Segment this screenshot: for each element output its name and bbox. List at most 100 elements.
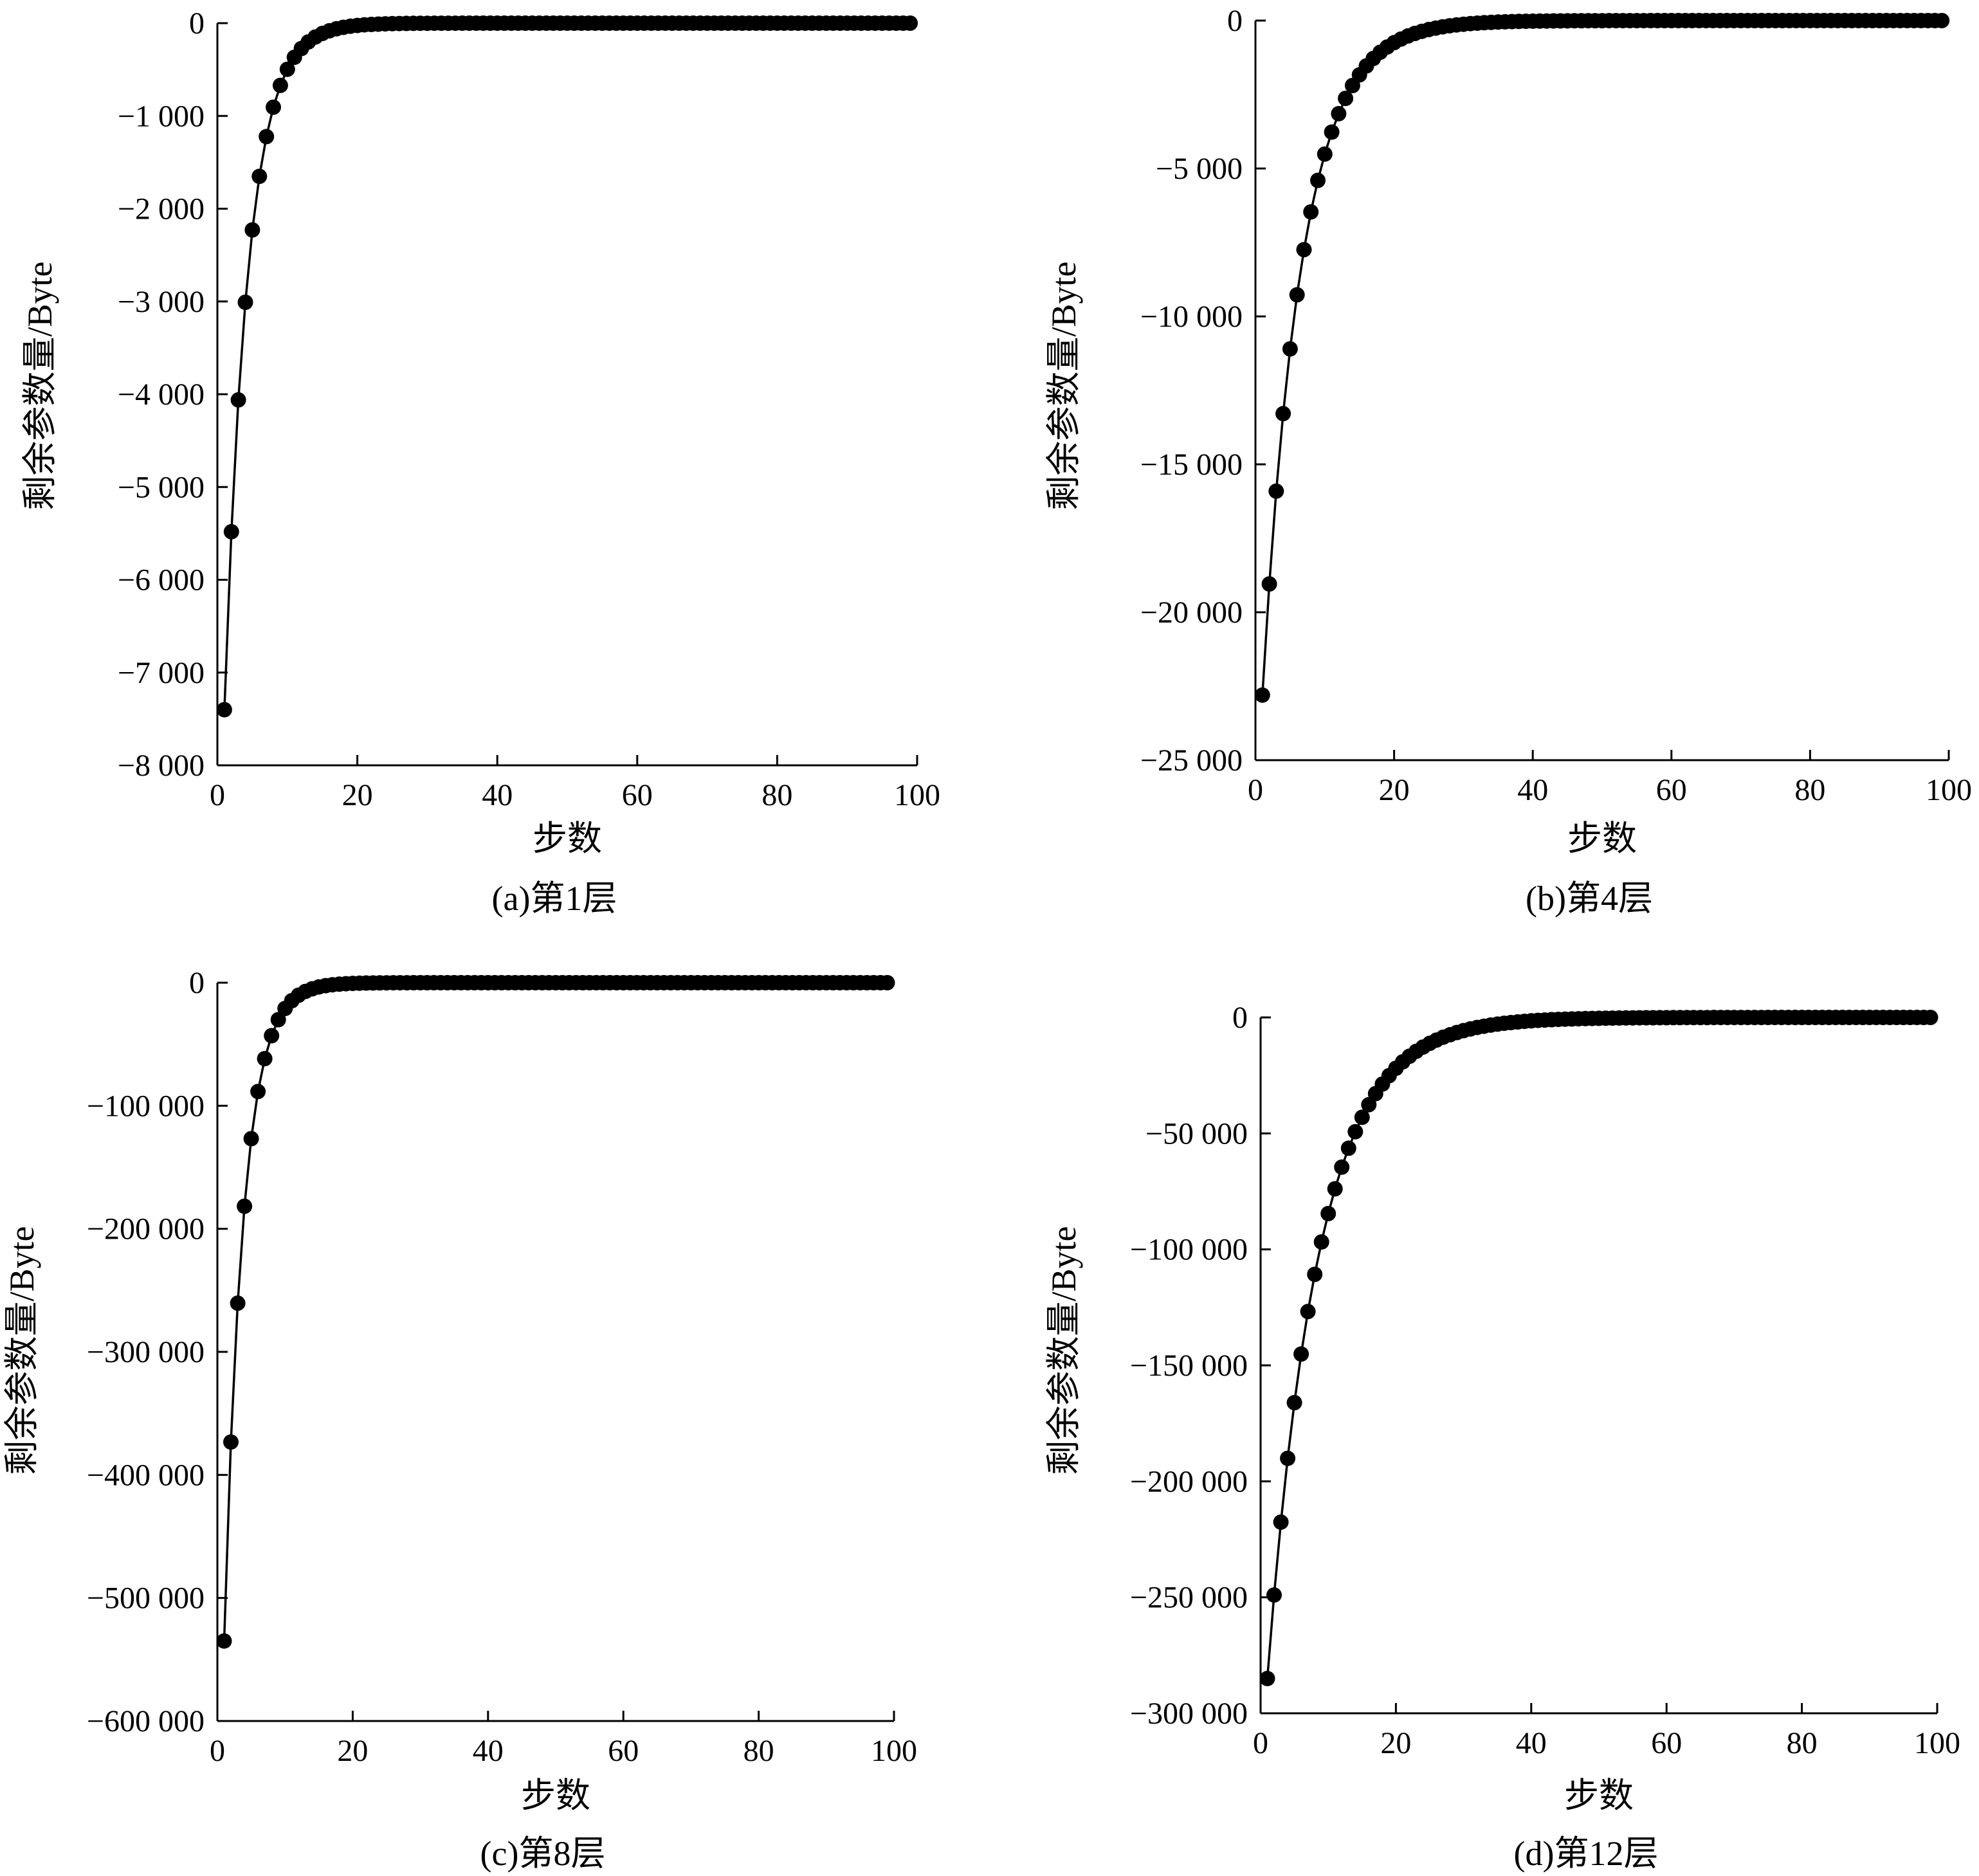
chart-a-x-tick-label: 80 — [762, 778, 792, 812]
chart-c-data-point — [270, 1012, 286, 1028]
chart-a-data-point — [272, 77, 288, 93]
chart-d-data-point — [1354, 1109, 1370, 1125]
chart-a-data-point — [266, 99, 281, 115]
chart-d: 0 −50 000 −100 000 −150 000 −200 000 −250 000… — [1044, 1001, 1960, 1873]
chart-b-x-tick-label: 20 — [1379, 773, 1410, 807]
chart-d-y-tick-label: −300 000 — [1130, 1697, 1248, 1731]
chart-c-data-point — [223, 1434, 239, 1450]
chart-a-y-axis-title: 剩余参数量/Byte — [21, 262, 59, 511]
chart-c-x-tick-label: 20 — [337, 1734, 368, 1768]
chart-a: 0 −1 000 −2 000 −3 000 −4 000 −5 000 −6 000 −7 … — [21, 6, 940, 918]
chart-d-data-point — [1313, 1234, 1329, 1250]
chart-d-x-axis-title: 步数 — [1564, 1776, 1634, 1815]
chart-b-data-point — [1934, 13, 1950, 28]
chart-a-y-tick-label: −6 000 — [118, 563, 205, 597]
chart-b-y-tick-label: −10 000 — [1140, 300, 1243, 334]
chart-b-data-point — [1289, 287, 1305, 303]
chart-b-data-point — [1254, 687, 1270, 703]
chart-a-x-axis-title: 步数 — [533, 819, 602, 858]
chart-a-data-point — [223, 524, 239, 540]
chart-a-series-line — [223, 22, 911, 710]
chart-a-data-point — [279, 61, 295, 77]
chart-a-x-tick-label: 100 — [894, 778, 940, 812]
chart-a-x-tick-label: 20 — [342, 778, 373, 812]
chart-a-data-point — [251, 168, 268, 185]
chart-b-x-tick-label: 100 — [1926, 773, 1972, 807]
chart-c-data-point — [879, 975, 895, 990]
chart-c-y-tick-label: −600 000 — [87, 1704, 205, 1738]
chart-d-data-point — [1259, 1670, 1275, 1686]
chart-d-caption: (d)第12层 — [1514, 1834, 1659, 1873]
chart-b-data-point — [1338, 91, 1354, 106]
chart-d-data-point — [1922, 1010, 1938, 1025]
chart-c-data-point — [237, 1198, 253, 1214]
chart-d-data-point — [1293, 1346, 1309, 1362]
chart-d-x-tick-label: 80 — [1787, 1726, 1818, 1760]
chart-c-x-axis-title: 步数 — [521, 1776, 590, 1815]
chart-d-data-point — [1361, 1097, 1377, 1113]
chart-d-data-point — [1347, 1124, 1363, 1140]
chart-b-y-tick-label: −20 000 — [1140, 596, 1243, 630]
chart-b-x-tick-label: 0 — [1248, 773, 1263, 807]
chart-d-x-tick-label: 0 — [1253, 1726, 1268, 1760]
chart-d-data-point — [1286, 1395, 1302, 1410]
chart-b-x-axis-title: 步数 — [1567, 819, 1637, 858]
chart-d-data-point — [1320, 1206, 1336, 1221]
chart-d-y-axis-title: 剩余参数量/Byte — [1044, 1226, 1083, 1475]
chart-b-x-tick-label: 80 — [1794, 773, 1825, 807]
chart-a-data-point — [244, 222, 260, 238]
chart-c-x-tick-label: 100 — [871, 1734, 917, 1768]
chart-c-data-point — [230, 1295, 246, 1311]
chart-c-y-tick-label: −400 000 — [87, 1458, 205, 1492]
chart-a-data-point — [230, 392, 246, 408]
chart-d-y-tick-label: −200 000 — [1130, 1464, 1248, 1498]
chart-c-x-tick-label: 0 — [210, 1734, 225, 1768]
chart-c-x-tick-label: 40 — [473, 1734, 504, 1768]
chart-c-y-tick-label: −100 000 — [87, 1089, 205, 1123]
chart-c-data-point — [243, 1131, 259, 1147]
chart-a-data-point — [259, 129, 275, 145]
chart-c-data-point — [257, 1051, 273, 1067]
chart-c-y-tick-label: −500 000 — [87, 1581, 205, 1616]
chart-b-data-point — [1296, 242, 1312, 258]
chart-a-y-tick-label: −4 000 — [118, 378, 205, 412]
chart-b-data-point — [1310, 172, 1326, 188]
chart-d-data-point — [1280, 1450, 1296, 1466]
chart-a-y-tick-label: −1 000 — [118, 99, 205, 133]
chart-a-x-tick-label: 0 — [210, 778, 225, 812]
chart-a-x-tick-label: 40 — [482, 778, 513, 812]
chart-b-data-point — [1303, 204, 1319, 220]
chart-d-x-tick-label: 60 — [1651, 1726, 1682, 1760]
chart-b-data-point — [1261, 576, 1277, 592]
chart-b-y-tick-label: −5 000 — [1156, 152, 1243, 186]
chart-b-y-tick-label: −25 000 — [1140, 743, 1243, 778]
chart-c-data-point — [216, 1633, 232, 1649]
chart-b-x-tick-label: 60 — [1656, 773, 1687, 807]
chart-c-x-tick-label: 80 — [743, 1734, 774, 1768]
chart-b-y-axis-title: 剩余参数量/Byte — [1044, 262, 1083, 511]
chart-a-x-tick-label: 60 — [622, 778, 653, 812]
chart-b-data-point — [1324, 124, 1340, 140]
chart-d-x-tick-label: 20 — [1380, 1726, 1411, 1760]
chart-c-series-line — [223, 981, 888, 1641]
chart-c-y-axis-title: 剩余参数量/Byte — [3, 1226, 41, 1475]
chart-d-data-point — [1266, 1587, 1282, 1603]
chart-b-y-tick-label: 0 — [1227, 4, 1243, 38]
chart-c-caption: (c)第8层 — [480, 1834, 606, 1873]
chart-d-data-point — [1273, 1514, 1289, 1530]
chart-d-y-tick-label: −100 000 — [1130, 1233, 1248, 1267]
chart-d-data-point — [1300, 1304, 1316, 1320]
chart-a-caption: (a)第1层 — [492, 879, 617, 918]
chart-a-data-point — [216, 702, 232, 718]
chart-b-data-point — [1317, 146, 1333, 162]
chart-d-x-tick-label: 100 — [1914, 1726, 1960, 1760]
chart-a-data-point — [237, 295, 253, 310]
chart-d-data-point — [1327, 1181, 1343, 1197]
chart-d-y-tick-label: 0 — [1232, 1001, 1248, 1035]
chart-c-y-tick-label: −200 000 — [87, 1212, 205, 1246]
chart-d-data-point — [1340, 1140, 1356, 1156]
chart-c-y-tick-label: 0 — [189, 966, 205, 1000]
chart-b-series-line — [1261, 19, 1942, 695]
chart-c: 0 −100 000 −200 000 −300 000 −400 000 −500 00… — [3, 966, 917, 1873]
chart-a-y-tick-label: −7 000 — [118, 656, 205, 690]
